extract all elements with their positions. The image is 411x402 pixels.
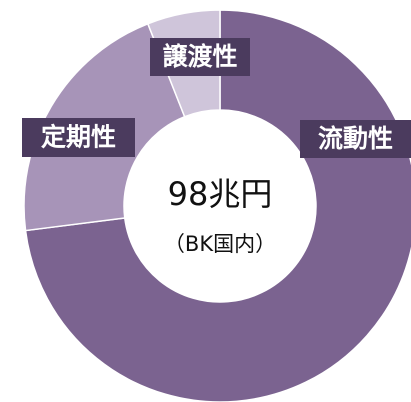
label-box [22,118,135,157]
center-subtitle: （BK国内） [164,232,276,256]
segment-label: 定期性 [41,123,116,152]
segment-label: 譲渡性 [162,42,237,71]
center-title: 98兆円 [168,175,273,213]
segment-label: 流動性 [318,124,393,153]
label-box [150,38,250,76]
label-box [300,120,411,158]
